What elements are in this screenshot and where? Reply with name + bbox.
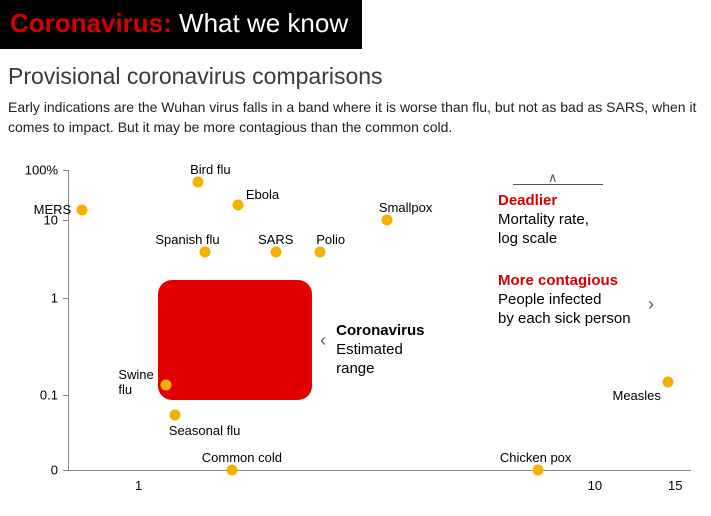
- data-point: [381, 215, 392, 226]
- y-tick-label: 100%: [25, 163, 58, 178]
- data-point: [193, 177, 204, 188]
- data-point-label: Measles: [612, 388, 660, 403]
- data-point: [663, 377, 674, 388]
- data-point-label: Common cold: [202, 450, 282, 465]
- subtitle: Provisional coronavirus comparisons: [8, 63, 711, 90]
- legend-deadlier: DeadlierMortality rate,log scale: [498, 192, 589, 248]
- legend-sub: People infected: [498, 291, 631, 310]
- y-tick: [63, 470, 68, 471]
- banner-highlight: Coronavirus:: [10, 8, 172, 38]
- legend-contagious: More contagiousPeople infectedby each si…: [498, 272, 631, 328]
- comparison-chart: 100%1010.1011015CoronavirusEstimatedrang…: [8, 160, 703, 510]
- legend-sub: log scale: [498, 230, 589, 249]
- data-point-label: Chicken pox: [500, 450, 572, 465]
- data-point: [271, 247, 282, 258]
- y-tick: [63, 220, 68, 221]
- data-point-label: MERS: [34, 202, 72, 217]
- data-point-label: Spanish flu: [155, 232, 219, 247]
- data-point-label: Smallpox: [379, 200, 432, 215]
- data-point-label: SARS: [258, 232, 293, 247]
- x-tick-label: 1: [135, 478, 142, 493]
- caret-up-icon: ∧: [548, 170, 558, 186]
- data-point-label: Bird flu: [190, 162, 230, 177]
- data-point: [232, 200, 243, 211]
- data-point: [161, 380, 172, 391]
- y-tick-label: 0.1: [40, 388, 58, 403]
- coronavirus-region: [158, 280, 313, 400]
- caret-right-icon: ›: [648, 294, 654, 315]
- region-caret-icon: ‹: [320, 330, 326, 351]
- legend-heading: Deadlier: [498, 192, 589, 211]
- y-tick-label: 1: [51, 291, 58, 306]
- x-axis: [65, 470, 691, 471]
- legend-sub: Mortality rate,: [498, 211, 589, 230]
- data-point-label: Swineflu: [118, 367, 153, 397]
- data-point: [169, 410, 180, 421]
- x-tick-label: 10: [588, 478, 602, 493]
- data-point-label: Seasonal flu: [169, 423, 241, 438]
- y-tick: [63, 395, 68, 396]
- description: Early indications are the Wuhan virus fa…: [8, 98, 701, 137]
- data-point: [315, 247, 326, 258]
- data-point: [226, 465, 237, 476]
- x-tick-label: 15: [668, 478, 682, 493]
- y-tick: [63, 170, 68, 171]
- y-tick-label: 0: [51, 463, 58, 478]
- plot-area: 100%1010.1011015CoronavirusEstimatedrang…: [68, 170, 688, 470]
- data-point: [200, 247, 211, 258]
- y-tick: [63, 298, 68, 299]
- region-label-title: Coronavirus: [336, 322, 424, 339]
- region-label: Coronavirus Estimatedrange: [336, 322, 424, 378]
- data-point: [532, 465, 543, 476]
- legend-line: [513, 184, 603, 185]
- title-banner: Coronavirus: What we know: [0, 0, 362, 49]
- data-point: [76, 205, 87, 216]
- region-label-sub: Estimatedrange: [336, 341, 403, 377]
- data-point-label: Ebola: [246, 187, 279, 202]
- banner-rest: What we know: [172, 8, 348, 38]
- legend-sub: by each sick person: [498, 310, 631, 329]
- legend-heading: More contagious: [498, 272, 631, 291]
- data-point-label: Polio: [316, 232, 345, 247]
